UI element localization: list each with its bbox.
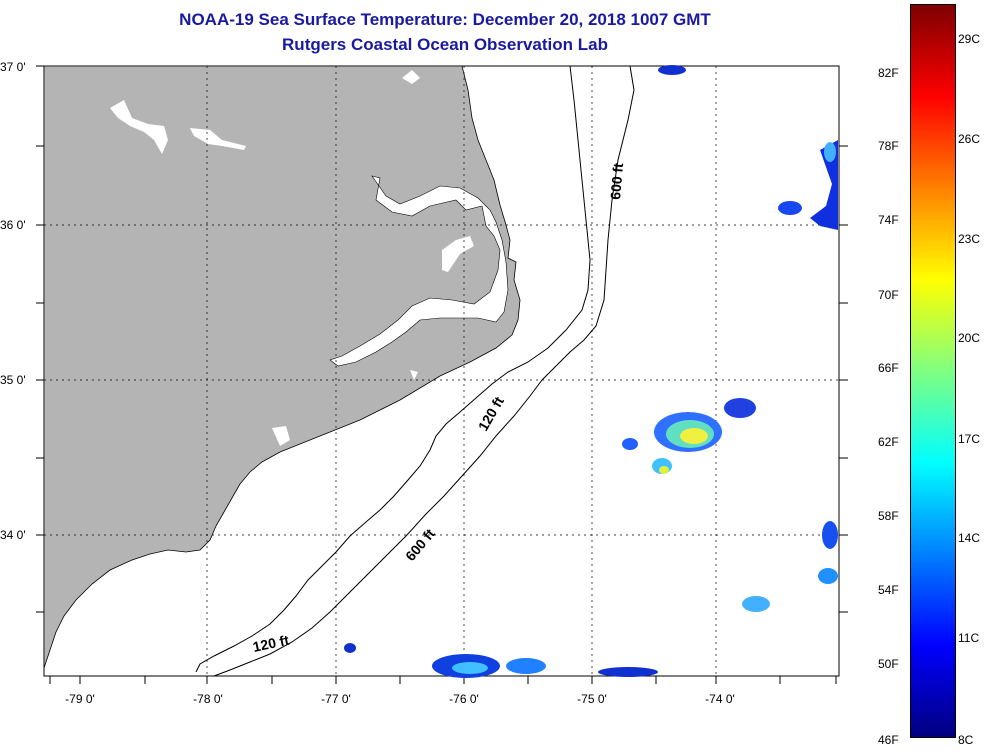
colorbar-c-20: 20C — [958, 331, 981, 345]
lon-label-75: -75 0' — [577, 692, 607, 706]
sst-patch-center — [622, 398, 756, 474]
graticule — [44, 66, 839, 676]
axis-ticks — [36, 65, 848, 684]
inland-water — [442, 236, 474, 272]
colorbar-c-11: 11C — [958, 631, 980, 645]
inland-water — [272, 426, 290, 446]
colorbar-c-8: 8C — [958, 733, 974, 747]
contour-label-600-north: 600 ft — [607, 162, 626, 200]
colorbar-c-29: 29C — [958, 32, 981, 46]
lon-label-78: -78 0' — [193, 692, 223, 706]
lon-label-76: -76 0' — [449, 692, 479, 706]
inland-water — [402, 70, 420, 84]
contour-120ft — [195, 65, 591, 673]
temperature-colorbar — [910, 4, 956, 738]
lon-label-77: -77 0' — [321, 692, 351, 706]
contour-600ft — [213, 65, 635, 677]
colorbar-c-23: 23C — [958, 232, 981, 246]
sst-patch-northeast — [658, 65, 838, 230]
lat-label-36: 36 0' — [0, 218, 26, 232]
land-mass — [43, 65, 521, 669]
lat-label-37: 37 0' — [0, 60, 26, 74]
inland-water — [190, 128, 246, 150]
colorbar-f-66: 66F — [878, 361, 899, 375]
colorbar-f-46: 46F — [878, 733, 899, 747]
colorbar-f-82: 82F — [878, 66, 899, 80]
colorbar-f-78: 78F — [878, 139, 899, 153]
colorbar-c-14: 14C — [958, 531, 981, 545]
colorbar-f-50: 50F — [878, 657, 899, 671]
colorbar-f-54: 54F — [878, 583, 899, 597]
colorbar-f-74: 74F — [878, 213, 899, 227]
colorbar-f-62: 62F — [878, 435, 899, 449]
lat-label-34: 34 0' — [0, 528, 26, 542]
colorbar-c-17: 17C — [958, 432, 981, 446]
inland-water — [110, 100, 168, 154]
lon-label-74: -74 0' — [705, 692, 735, 706]
lon-label-79: -79 0' — [65, 692, 95, 706]
inland-water — [410, 370, 418, 380]
sound-water — [329, 175, 509, 367]
sst-patch-south — [344, 643, 658, 678]
colorbar-f-58: 58F — [878, 509, 899, 523]
chart-title: NOAA-19 Sea Surface Temperature: Decembe… — [179, 10, 711, 29]
sst-patch-southeast — [742, 521, 838, 612]
chart-subtitle: Rutgers Coastal Ocean Observation Lab — [282, 35, 608, 54]
lat-label-35: 35 0' — [0, 373, 26, 387]
colorbar-c-26: 26C — [958, 132, 981, 146]
contour-label-120-south: 120 ft — [251, 632, 290, 655]
colorbar-f-70: 70F — [878, 288, 899, 302]
